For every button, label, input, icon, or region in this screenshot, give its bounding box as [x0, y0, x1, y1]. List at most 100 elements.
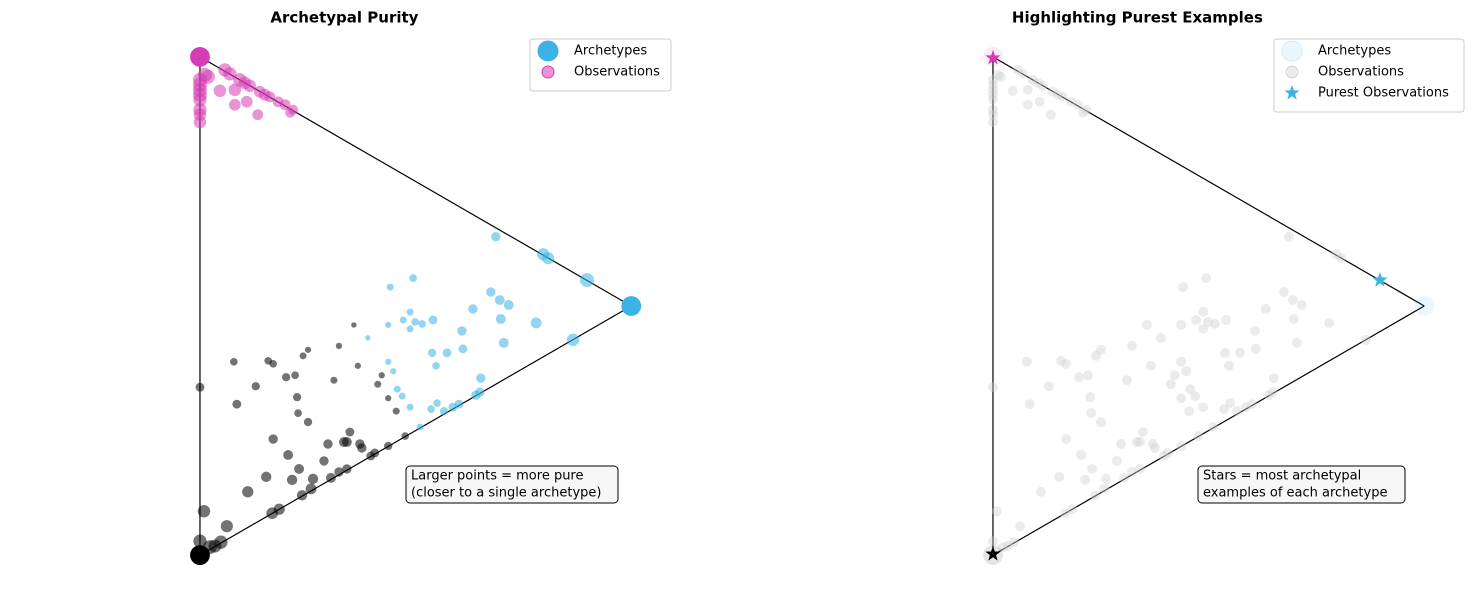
- observation-point: [291, 371, 299, 380]
- observation-point: [1119, 472, 1129, 483]
- observation-point: [1291, 337, 1302, 348]
- observation-point: [1201, 273, 1212, 284]
- observation-point: [503, 300, 514, 310]
- observation-point: [1185, 384, 1196, 395]
- observation-point: [1147, 439, 1158, 449]
- observation-point: [1162, 448, 1173, 458]
- annotation-text: examples of each archetype: [1203, 486, 1387, 501]
- annotation-box: [405, 465, 619, 504]
- observation-point: [491, 232, 501, 242]
- archetype-point: [190, 545, 210, 565]
- observation-point: [1037, 80, 1048, 91]
- observation-point: [1246, 399, 1257, 410]
- observation-point: [1267, 387, 1278, 398]
- observation-point: [1249, 325, 1260, 336]
- observation-point: [988, 89, 998, 100]
- observation-point: [305, 483, 317, 495]
- observation-point: [1165, 379, 1176, 390]
- legend-marker: [1281, 40, 1303, 62]
- observation-point: [1331, 249, 1342, 260]
- observation-point: [264, 91, 276, 103]
- observation-point: [228, 83, 242, 97]
- observation-point: [1032, 77, 1043, 88]
- observation-point: [307, 473, 319, 485]
- observation-point: [251, 382, 260, 391]
- observation-point: [1210, 318, 1221, 329]
- observation-point: [385, 321, 392, 329]
- observation-point: [269, 359, 278, 368]
- observation-point: [1014, 521, 1025, 532]
- observation-point: [1126, 466, 1137, 477]
- observation-point: [193, 115, 207, 129]
- observation-point: [988, 382, 998, 393]
- observation-point: [193, 93, 207, 107]
- observation-point: [566, 333, 580, 347]
- observation-point: [1131, 437, 1142, 447]
- legend-label: Observations: [574, 65, 660, 80]
- triangle-edge: [992, 56, 1425, 307]
- observation-point: [399, 316, 407, 324]
- observation-point: [294, 463, 305, 474]
- observation-point: [1149, 443, 1160, 453]
- observation-point: [406, 325, 414, 333]
- observation-point: [1027, 74, 1038, 85]
- observation-point: [1021, 356, 1032, 367]
- observation-point: [1278, 287, 1289, 298]
- observation-point: [374, 380, 382, 388]
- observation-point: [1073, 99, 1084, 110]
- observation-point: [286, 474, 298, 486]
- observation-point: [1193, 431, 1204, 441]
- observation-point: [418, 320, 426, 328]
- observation-point: [213, 84, 227, 98]
- observation-point: [1096, 417, 1106, 428]
- observation-point: [579, 273, 594, 288]
- observation-point: [223, 67, 237, 81]
- observation-point: [1287, 295, 1298, 305]
- observation-point: [1181, 366, 1192, 377]
- purest-star: [1372, 272, 1388, 287]
- observation-point: [1056, 355, 1067, 366]
- observation-point: [200, 69, 215, 84]
- observation-point: [498, 337, 509, 348]
- observation-point: [342, 464, 352, 474]
- observation-point: [416, 423, 424, 431]
- observation-point: [1235, 347, 1245, 358]
- observation-point: [303, 417, 313, 427]
- legend-marker: [537, 40, 559, 62]
- observation-point: [1176, 441, 1187, 451]
- observation-point: [1283, 231, 1294, 242]
- observation-point: [1260, 304, 1271, 314]
- observation-point: [1208, 422, 1219, 433]
- observation-point: [997, 542, 1008, 553]
- observation-point: [1361, 334, 1371, 345]
- legend-label: Archetypes: [1318, 44, 1391, 59]
- observation-point: [409, 274, 417, 282]
- observation-point: [1178, 282, 1189, 293]
- observation-point: [988, 79, 998, 90]
- observation-point: [1066, 96, 1077, 107]
- observation-point: [427, 405, 435, 413]
- annotation-text: (closer to a single archetype): [411, 486, 601, 501]
- observation-point: [1145, 360, 1156, 371]
- observation-point: [988, 536, 998, 547]
- observation-point: [993, 69, 1003, 80]
- observation-point: [1035, 486, 1046, 497]
- observation-point: [357, 443, 367, 453]
- observation-point: [334, 467, 344, 477]
- observation-point: [335, 342, 343, 349]
- observation-point: [1198, 402, 1209, 413]
- legend-frame: [1273, 38, 1465, 113]
- observation-point: [1043, 381, 1054, 392]
- observation-point: [988, 84, 998, 95]
- observation-point: [1090, 490, 1101, 501]
- observation-point: [428, 315, 438, 325]
- observation-point: [398, 392, 406, 400]
- observation-point: [1134, 463, 1145, 474]
- observation-point: [1198, 307, 1209, 317]
- observation-point: [1096, 344, 1106, 355]
- observation-point: [1087, 463, 1098, 474]
- observation-point: [1220, 347, 1231, 358]
- observation-point: [1263, 390, 1274, 401]
- observation-point: [1083, 370, 1094, 381]
